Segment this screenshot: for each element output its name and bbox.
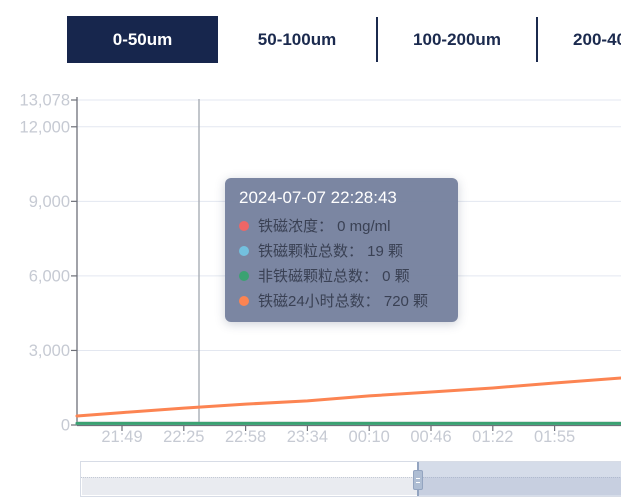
series-dot-red [239,220,249,231]
tooltip-row-concentration: 铁磁浓度： 0 mg/ml [239,213,444,238]
series-dot-green [239,270,249,281]
tooltip-row-label: 铁磁颗粒总数： 19 颗 [258,243,404,260]
tooltip-timestamp: 2024-07-07 22:28:43 [239,188,397,207]
tab-200-400um[interactable]: 200-400um [573,29,621,49]
handle-grip [416,481,420,483]
x-axis-label: 00:46 [410,428,451,446]
tooltip-row-label: 铁磁24小时总数： 720 颗 [258,293,429,310]
tab-100-200um[interactable]: 100-200um [413,29,501,49]
tab-divider [376,17,378,62]
datazoom-dotted-line [81,477,621,478]
y-axis-label: 0 [61,417,70,435]
tooltip-row-nonferro-particles: 非铁磁颗粒总数： 0 颗 [239,263,444,288]
tooltip-row-24h-total: 铁磁24小时总数： 720 颗 [239,288,444,313]
x-axis-label: 23:34 [287,428,328,446]
tooltip-row-label: 铁磁浓度： 0 mg/ml [258,218,391,235]
y-axis-label: 3,000 [29,342,70,360]
chart-tooltip: 2024-07-07 22:28:43 铁磁浓度： 0 mg/ml 铁磁颗粒总数… [225,178,458,322]
datazoom-slider[interactable] [80,461,621,497]
x-axis-label: 00:10 [349,428,390,446]
x-axis-label: 22:25 [163,428,204,446]
tooltip-row-ferro-particles: 铁磁颗粒总数： 19 颗 [239,238,444,263]
y-axis-label: 13,078 [20,92,70,110]
series-dot-blue [239,245,249,256]
datazoom-data-shadow [82,477,621,495]
x-axis-label: 01:55 [534,428,575,446]
datazoom-selected-window[interactable] [418,462,621,496]
tab-divider [536,17,538,62]
datazoom-handle[interactable] [413,470,423,490]
y-axis-label: 6,000 [29,267,70,285]
series-dot-orange [239,295,249,306]
handle-grip [416,477,420,479]
y-axis-label: 9,000 [29,193,70,211]
size-range-tab-bar: 0-50um 50-100um 100-200um 200-400um [67,16,621,63]
tab-0-50um[interactable]: 0-50um [67,16,218,63]
series-line [75,376,621,418]
x-axis-label: 21:49 [101,428,142,446]
particle-trend-chart[interactable]: 13,078 12,000 9,000 6,000 3,000 0 21:49 22:25 22… [0,70,621,460]
y-axis-label: 12,000 [20,118,70,136]
tab-50-100um[interactable]: 50-100um [257,29,337,49]
tooltip-row-label: 非铁磁颗粒总数： 0 颗 [258,268,410,285]
chart-canvas: 13,078 12,000 9,000 6,000 3,000 0 21:49 22:25 22… [20,92,621,446]
x-axis-label: 01:22 [472,428,513,446]
x-axis-label: 22:58 [225,428,266,446]
